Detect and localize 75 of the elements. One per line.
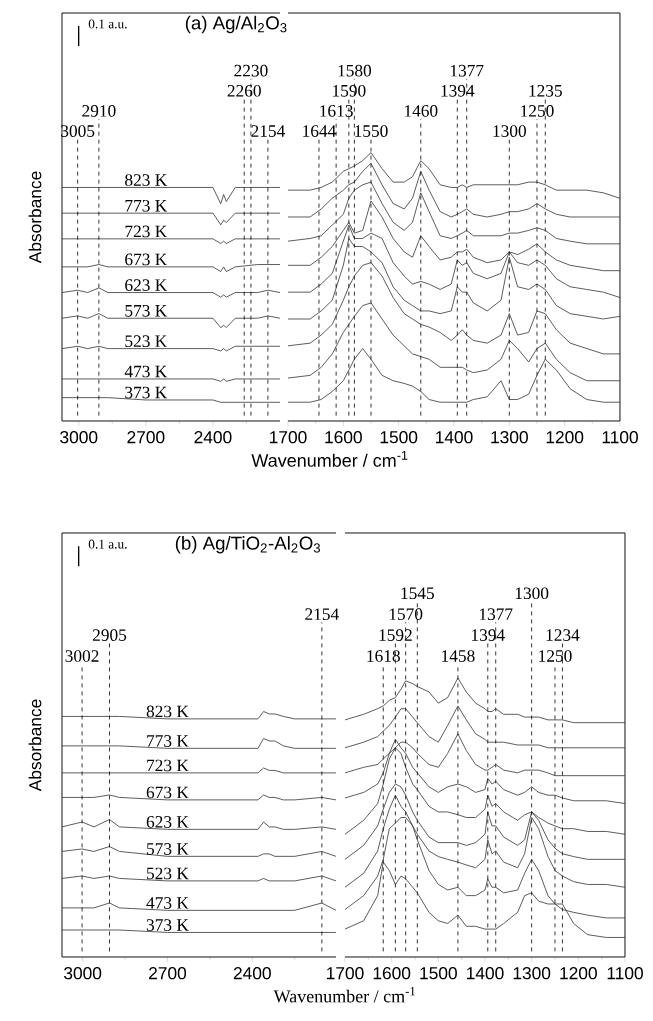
x-tick-label: 2400 bbox=[194, 431, 232, 444]
chart-title: (b) Ag/TiO$_{2}$-Al$_{2}$O$_{3}$ bbox=[175, 536, 320, 554]
ref-line-label: 1570 bbox=[389, 608, 423, 620]
series-label: 473 K bbox=[124, 365, 168, 378]
x-tick-label: 1200 bbox=[546, 431, 584, 444]
ref-line-label: 1458 bbox=[442, 650, 475, 662]
x-tick-label: 1400 bbox=[436, 431, 473, 444]
text: 0.1 a.u. bbox=[88, 19, 127, 29]
text: 0.1 a.u. bbox=[88, 539, 127, 549]
series-label: 573 K bbox=[147, 843, 189, 855]
series-label: 723 K bbox=[125, 225, 168, 238]
x-tick-label: 1700 bbox=[327, 967, 364, 980]
series-label: 823 K bbox=[125, 174, 168, 186]
x-tick-label: 1100 bbox=[602, 431, 638, 444]
series-label: 373 K bbox=[146, 919, 189, 931]
x-tick-label: 3000 bbox=[64, 967, 102, 980]
x-tick-label: 1500 bbox=[420, 967, 457, 980]
ref-line-label: 1590 bbox=[333, 84, 366, 97]
ref-line-label: 2910 bbox=[82, 105, 116, 117]
x-tick-label: 1300 bbox=[491, 431, 528, 444]
ref-line-label: 2230 bbox=[234, 64, 268, 77]
series-label: 523 K bbox=[147, 867, 189, 880]
series-label: 673 K bbox=[125, 253, 168, 266]
series-label: 523 K bbox=[125, 335, 168, 347]
ref-line-label: 1250 bbox=[539, 650, 572, 662]
ref-line-label: 1550 bbox=[355, 125, 388, 137]
ref-line-label: 2154 bbox=[251, 125, 285, 137]
ref-line-label: 1460 bbox=[404, 105, 438, 117]
x-tick-label: 1300 bbox=[513, 967, 551, 980]
ref-line-label: 3005 bbox=[61, 125, 95, 137]
ref-line-label: 1377 bbox=[479, 608, 513, 620]
x-tick-label: 2400 bbox=[233, 967, 271, 980]
ref-line-label: 2154 bbox=[305, 608, 339, 620]
ref-line-label: 1618 bbox=[367, 650, 400, 662]
x-tick-label: 1600 bbox=[373, 967, 411, 980]
x-tick-label: 2700 bbox=[149, 967, 187, 980]
series-label: 723 K bbox=[147, 759, 189, 772]
series-label: 673 K bbox=[146, 786, 189, 799]
ref-line-label: 1300 bbox=[493, 125, 526, 137]
ref-line-label: 3002 bbox=[65, 650, 99, 662]
series-label: 823 K bbox=[146, 705, 189, 718]
ref-line-label: 1394 bbox=[441, 84, 475, 97]
x-tick-label: 1700 bbox=[270, 431, 307, 444]
ref-line-label: 1234 bbox=[546, 629, 580, 641]
chart-title: (a) Ag/Al$_{2}$O$_{3}$ bbox=[185, 15, 287, 34]
y-axis-title: Absorbance bbox=[28, 171, 42, 264]
ref-line-label: 1545 bbox=[401, 587, 434, 600]
x-tick-label: 1400 bbox=[467, 967, 504, 980]
ref-line-label: 1235 bbox=[529, 84, 562, 97]
ref-line-label: 1592 bbox=[379, 629, 412, 641]
ref-line-label: 2260 bbox=[227, 84, 261, 97]
ref-line-label: 1300 bbox=[515, 587, 549, 600]
x-tick-label: 1100 bbox=[607, 967, 643, 980]
series-label: 473 K bbox=[146, 897, 189, 909]
x-axis-title: Wavenumber / cm$^{-1}$ bbox=[251, 451, 408, 467]
x-tick-label: 1600 bbox=[325, 431, 362, 444]
y-axis-title: Absorbance bbox=[28, 699, 42, 792]
x-axis-title: Wavenumber / cm$^{-1}$ bbox=[273, 987, 415, 1003]
x-tick-label: 1200 bbox=[560, 967, 597, 980]
x-tick-label: 1500 bbox=[380, 431, 418, 444]
ref-line-label: 1644 bbox=[303, 125, 337, 137]
x-tick-label: 2700 bbox=[127, 431, 165, 444]
x-tick-label: 3000 bbox=[60, 431, 98, 444]
series-label: 773 K bbox=[125, 199, 168, 212]
series-label: 373 K bbox=[125, 386, 168, 399]
ref-line-label: 1613 bbox=[320, 105, 353, 117]
ref-line-label: 2905 bbox=[92, 629, 127, 641]
ref-line-label: 1394 bbox=[471, 629, 505, 641]
ref-line-label: 1377 bbox=[450, 64, 484, 77]
series-label: 573 K bbox=[125, 304, 168, 317]
ref-line-label: 1250 bbox=[521, 105, 554, 117]
series-label: 623 K bbox=[125, 279, 168, 291]
series-label: 623 K bbox=[146, 816, 189, 828]
series-label: 773 K bbox=[147, 735, 189, 747]
ref-line-label: 1580 bbox=[338, 64, 372, 77]
